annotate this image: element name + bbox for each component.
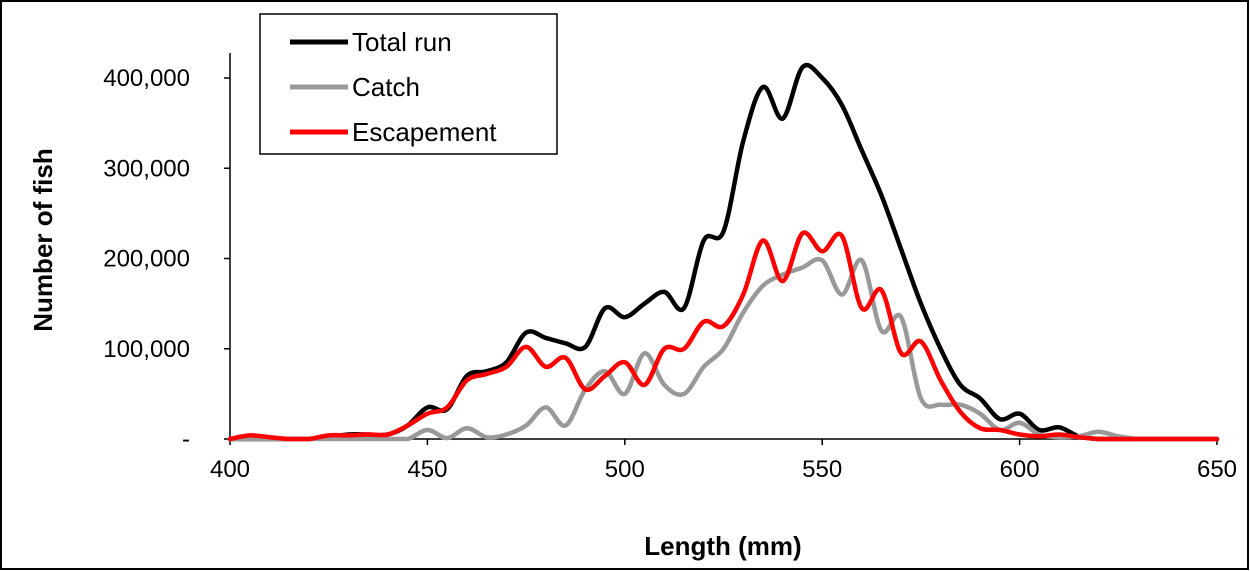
- legend-label-total-run: Total run: [352, 27, 452, 57]
- x-tick-label: 500: [605, 456, 645, 483]
- series-line-escapement: [227, 230, 1220, 442]
- y-axis-title: Number of fish: [28, 148, 58, 331]
- y-tick-label: 200,000: [103, 246, 190, 273]
- axes: - 100,000 200,000 300,000 400,000 400 450 500 55…: [103, 53, 1237, 483]
- y-tick-label: -: [182, 426, 190, 453]
- series-layer: [227, 62, 1220, 442]
- x-tick-label: 600: [1000, 456, 1040, 483]
- x-tick-label: 550: [802, 456, 842, 483]
- x-tick-label: 400: [210, 456, 250, 483]
- x-tick-label: 450: [407, 456, 447, 483]
- y-tick-label: 100,000: [103, 336, 190, 363]
- legend: Total run Catch Escapement: [259, 13, 558, 155]
- y-tick-label: 400,000: [103, 65, 190, 92]
- x-axis-title: Length (mm): [644, 531, 801, 561]
- legend-label-escapement: Escapement: [352, 117, 497, 147]
- x-tick-label: 650: [1197, 456, 1237, 483]
- legend-label-catch: Catch: [352, 72, 420, 102]
- y-tick-label: 300,000: [103, 155, 190, 182]
